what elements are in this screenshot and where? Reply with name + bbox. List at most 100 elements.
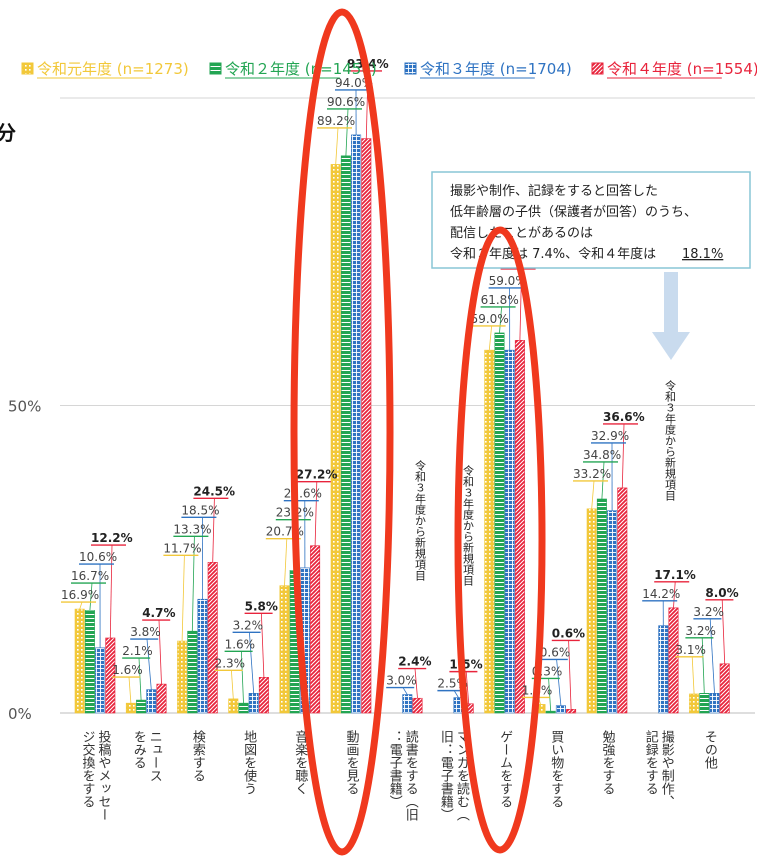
bar <box>412 697 423 714</box>
bar <box>689 693 700 714</box>
bar <box>566 709 577 714</box>
data-label-leader <box>146 639 152 690</box>
callout-line-2: 低年齢層の子供（保護者が回答）のうち、 <box>450 204 697 220</box>
data-label-leader <box>709 618 715 694</box>
data-label: 3.8% <box>130 625 161 639</box>
data-label: 16.7% <box>71 569 109 583</box>
bar <box>586 508 597 714</box>
data-label-leader <box>284 538 288 586</box>
data-label: 33.2% <box>573 467 611 481</box>
data-label-leader <box>89 583 93 611</box>
data-label-leader <box>241 651 244 704</box>
category-label: 旧：電子書籍） <box>438 730 454 821</box>
data-label-leader <box>314 481 318 546</box>
bar <box>504 349 515 714</box>
data-label: 2.1% <box>122 644 153 658</box>
legend-label: 令和元年度 (n=1273) <box>37 60 189 78</box>
bar <box>310 545 321 714</box>
bar <box>484 349 495 714</box>
bar <box>74 608 85 714</box>
data-label: 0.6% <box>552 626 585 640</box>
bar <box>340 155 351 714</box>
data-label-leader <box>621 423 625 488</box>
bar <box>699 693 710 714</box>
category-label: 地図を使う <box>241 730 257 795</box>
data-label: 61.8% <box>481 293 519 307</box>
data-label: 11.7% <box>163 541 201 555</box>
data-label: 24.5% <box>193 484 235 498</box>
data-label-leader <box>79 601 83 610</box>
data-label-leader <box>465 671 470 704</box>
bar <box>617 487 628 714</box>
data-label-leader <box>335 127 339 165</box>
bar <box>607 510 618 714</box>
highlight-oval-video <box>290 8 394 856</box>
data-label: 18.5% <box>181 503 219 517</box>
arrow-head <box>652 332 690 360</box>
bar <box>494 332 505 714</box>
bar <box>84 609 95 714</box>
data-label: 12.2% <box>91 531 133 545</box>
new-item-note: 令和３年度から新規項目 <box>462 464 475 586</box>
callout-line-1: 撮影や制作、記録をすると回答した <box>450 183 658 199</box>
data-label-leader <box>453 690 459 698</box>
bar <box>238 702 249 714</box>
category-label: 投稿やメッセー <box>96 729 112 821</box>
bar <box>197 598 208 714</box>
data-label-leader <box>499 306 502 333</box>
data-label: 4.7% <box>142 606 175 620</box>
bar <box>95 647 106 714</box>
new-item-note: 令和３年度から新規項目 <box>664 379 677 501</box>
data-label-leader <box>249 632 255 694</box>
data-label: 2.4% <box>398 655 431 669</box>
data-label-leader <box>488 325 492 351</box>
data-label-leader <box>556 659 562 706</box>
arrow-shaft <box>664 272 678 332</box>
bar <box>177 640 188 714</box>
data-label: 1.6% <box>225 637 256 651</box>
data-label: 2.3% <box>215 656 246 670</box>
data-label: 27.2% <box>296 468 338 482</box>
legend-swatch <box>404 62 417 75</box>
bar <box>105 637 116 714</box>
data-label-leader <box>181 555 185 642</box>
bar <box>719 663 730 714</box>
bar <box>146 689 157 714</box>
data-label: 5.8% <box>245 599 278 613</box>
legend-swatch <box>209 62 222 75</box>
data-label-leader <box>191 536 195 632</box>
bar <box>156 683 167 714</box>
bar <box>361 138 372 714</box>
data-label: 94.0% <box>335 76 373 90</box>
category-label: 検索する <box>190 730 206 782</box>
category-label: ゲームをする <box>497 730 512 808</box>
legend-label: 令和２年度 (n=1450) <box>225 60 377 78</box>
bar <box>709 693 720 714</box>
bar <box>514 340 525 714</box>
y-tick-label: 0% <box>8 705 32 723</box>
left-edge-glyph: 分 <box>0 121 16 145</box>
bar <box>136 699 147 714</box>
bar <box>658 625 669 714</box>
bar <box>248 693 259 714</box>
data-label: 14.2% <box>642 587 680 601</box>
callout-line-4: 令和３年度は 7.4%、令和４年度は <box>450 246 656 262</box>
data-label-leader <box>128 677 132 704</box>
bar <box>351 134 362 714</box>
bar <box>125 702 136 714</box>
legend-swatch <box>591 62 604 75</box>
legend-label: 令和３年度 (n=1704) <box>420 60 572 78</box>
category-label: 動画を見る <box>344 730 360 795</box>
data-label: 8.0% <box>705 586 738 600</box>
category-label: 音楽を聴く <box>292 729 308 795</box>
category-label: ジ交換をする <box>80 730 96 808</box>
callout-line-3: 配信したことがあるのは <box>450 226 593 241</box>
data-label-leader <box>591 480 595 509</box>
legend-swatch <box>21 62 34 75</box>
category-label: 記録をする <box>643 729 659 795</box>
data-label-leader <box>568 640 572 710</box>
bar <box>545 710 556 714</box>
data-label-leader <box>261 613 265 678</box>
bar <box>279 585 290 714</box>
